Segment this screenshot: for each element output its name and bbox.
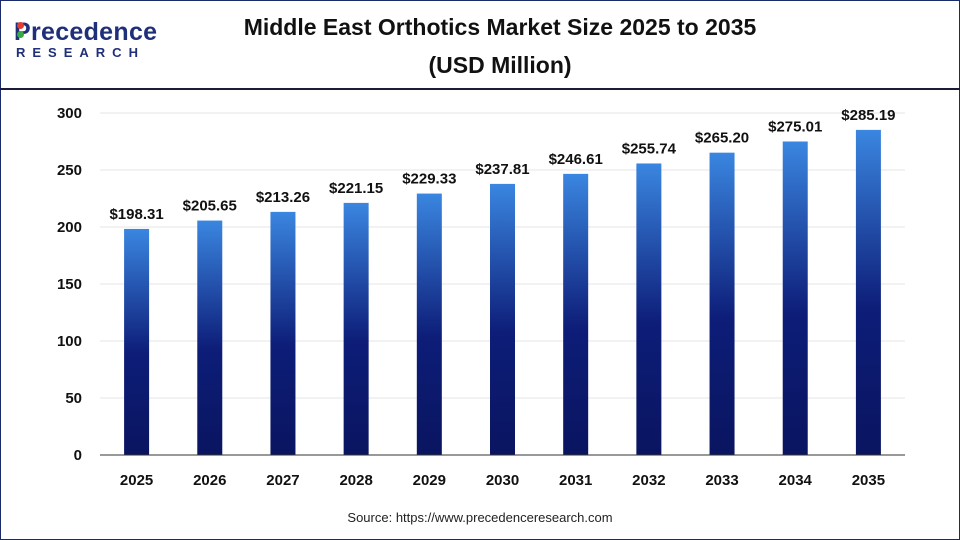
x-tick-label: 2027 — [266, 472, 299, 489]
brand-logo: Precedence RESEARCH — [14, 18, 164, 68]
data-label: $285.19 — [841, 107, 895, 124]
chart-title: Middle East Orthotics Market Size 2025 t… — [180, 8, 820, 84]
bar-2027 — [270, 211, 296, 455]
data-label: $275.01 — [768, 118, 822, 135]
bar-2031 — [563, 173, 589, 455]
bar-2035 — [855, 129, 881, 455]
logo-dot-red — [17, 22, 24, 29]
y-tick-label: 250 — [57, 162, 82, 179]
y-tick-label: 0 — [74, 447, 82, 464]
x-tick-label: 2035 — [852, 472, 885, 489]
y-tick-label: 150 — [57, 276, 82, 293]
bar-2028 — [343, 202, 369, 455]
label-layer: 0 50 100 150 200 250 300 $198.31 2025 $205.65 2026… — [57, 105, 896, 489]
bar-layer — [124, 129, 881, 456]
source-note: Source: https://www.precedenceresearch.c… — [347, 510, 613, 525]
x-tick-label: 2034 — [779, 472, 813, 489]
bar-chart: 0 50 100 150 200 250 300 $198.31 2025 $205.65 2026… — [57, 105, 905, 489]
data-label: $237.81 — [475, 161, 529, 178]
x-tick-label: 2028 — [339, 472, 372, 489]
header: Precedence RESEARCH Middle East Orthotic… — [0, 0, 960, 90]
brand-subtitle: RESEARCH — [16, 45, 145, 60]
x-tick-label: 2029 — [413, 472, 446, 489]
x-tick-label: 2032 — [632, 472, 665, 489]
bar-2034 — [782, 141, 808, 456]
x-tick-label: 2026 — [193, 472, 226, 489]
data-label: $229.33 — [402, 171, 456, 188]
data-label: $198.31 — [109, 206, 163, 223]
bar-2026 — [197, 220, 223, 455]
bar-2025 — [124, 228, 150, 455]
y-tick-label: 100 — [57, 333, 82, 350]
y-tick-label: 50 — [65, 390, 82, 407]
x-tick-label: 2025 — [120, 472, 153, 489]
bar-2032 — [636, 163, 662, 455]
x-tick-label: 2033 — [705, 472, 738, 489]
data-label: $255.74 — [622, 140, 677, 157]
data-label: $213.26 — [256, 189, 310, 206]
grid-layer — [100, 112, 905, 399]
chart-title-line1: Middle East Orthotics Market Size 2025 t… — [243, 14, 757, 40]
logo-dot-green — [17, 31, 24, 38]
data-label: $221.15 — [329, 180, 383, 197]
bar-2029 — [416, 193, 442, 456]
data-label: $265.20 — [695, 130, 749, 147]
data-label: $246.61 — [549, 151, 603, 168]
x-tick-label: 2030 — [486, 472, 519, 489]
x-tick-label: 2031 — [559, 472, 592, 489]
y-tick-label: 300 — [57, 105, 82, 122]
bar-2033 — [709, 152, 735, 455]
brand-name: Precedence — [14, 18, 158, 46]
chart-title-line2: (USD Million) — [428, 52, 572, 78]
data-label: $205.65 — [183, 198, 237, 215]
y-tick-label: 200 — [57, 219, 82, 236]
bar-2030 — [490, 183, 515, 455]
